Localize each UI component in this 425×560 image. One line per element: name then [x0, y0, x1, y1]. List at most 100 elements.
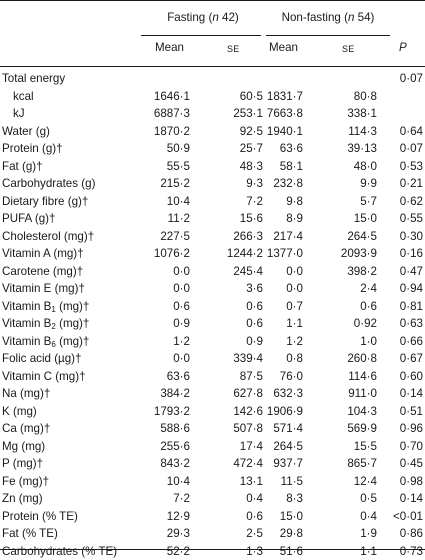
- cell-fasting-se: 627·8: [233, 385, 263, 403]
- cell-nonfasting-se: 114·3: [348, 123, 377, 141]
- row-label: kJ: [13, 105, 25, 123]
- cell-p-value: 0·64: [400, 123, 423, 141]
- cell-p-value: 0·14: [400, 385, 423, 403]
- cell-p-value: 0·86: [400, 525, 423, 543]
- cell-fasting-mean: 1646·1: [154, 88, 190, 106]
- cell-nonfasting-mean: 1940·1: [267, 123, 303, 141]
- cell-nonfasting-se: 1·1: [360, 543, 377, 560]
- row-label: Carotene (mg)†: [2, 263, 83, 281]
- row-label: P (mg)†: [2, 455, 43, 473]
- cell-fasting-mean: 1·2: [173, 333, 190, 351]
- cell-fasting-mean: 29·3: [167, 525, 190, 543]
- cell-p-value: 0·98: [400, 473, 423, 491]
- cell-fasting-mean: 50·9: [167, 140, 190, 158]
- cell-fasting-mean: 843·2: [160, 455, 190, 473]
- cell-nonfasting-mean: 11·5: [281, 473, 303, 491]
- cell-fasting-se: 0·9: [246, 333, 263, 351]
- cell-fasting-mean: 55·5: [167, 158, 190, 176]
- cell-fasting-se: 472·4: [233, 455, 263, 473]
- cell-nonfasting-se: 260·8: [347, 350, 377, 368]
- cell-nonfasting-se: 0·5: [360, 490, 377, 508]
- cell-p-value: 0·62: [400, 193, 423, 211]
- row-label: PUFA (g)†: [2, 210, 55, 228]
- cell-nonfasting-se: 114·6: [348, 368, 377, 386]
- cell-fasting-mean: 0·9: [173, 315, 190, 333]
- cell-nonfasting-se: 2·4: [360, 280, 377, 298]
- header-nonfasting-text: Non-fasting (n 54): [282, 11, 375, 24]
- cell-nonfasting-mean: 264·5: [273, 438, 303, 456]
- cell-nonfasting-se: 911·0: [348, 385, 377, 403]
- cell-fasting-se: 339·4: [233, 350, 263, 368]
- cell-nonfasting-se: 569·9: [347, 420, 377, 438]
- cell-fasting-mean: 63·6: [167, 368, 190, 386]
- nonfasting-group-rule: [266, 35, 390, 36]
- row-label: Folic acid (µg)†: [2, 350, 82, 368]
- cell-fasting-se: 25·7: [240, 140, 263, 158]
- cell-fasting-se: 253·1: [233, 105, 263, 123]
- row-label: Cholesterol (mg)†: [2, 228, 94, 246]
- cell-fasting-se: 245·4: [233, 263, 263, 281]
- cell-p-value: 0·60: [400, 368, 423, 386]
- cell-fasting-mean: 1870·2: [154, 123, 190, 141]
- table-top-rule: [0, 0, 425, 1]
- cell-p-value: 0·14: [400, 490, 423, 508]
- cell-nonfasting-mean: 937·7: [273, 455, 303, 473]
- cell-fasting-se: 60·5: [240, 88, 263, 106]
- cell-nonfasting-se: 1·0: [360, 333, 377, 351]
- cell-fasting-se: 0·6: [246, 315, 263, 333]
- cell-nonfasting-se: 9·9: [360, 175, 377, 193]
- row-label: Fat (g)†: [2, 158, 43, 176]
- cell-p-value: 0·70: [400, 438, 423, 456]
- cell-fasting-se: 13·1: [240, 473, 263, 491]
- cell-fasting-se: 48·3: [240, 158, 263, 176]
- cell-fasting-mean: 52·2: [167, 543, 190, 560]
- cell-fasting-se: 0·6: [246, 298, 263, 316]
- cell-fasting-mean: 227·5: [160, 228, 190, 246]
- cell-nonfasting-se: 15·5: [354, 438, 377, 456]
- cell-nonfasting-mean: 58·1: [280, 158, 303, 176]
- cell-p-value: 0·53: [400, 158, 423, 176]
- cell-fasting-mean: 0·0: [173, 263, 190, 281]
- cell-nonfasting-mean: 8·3: [286, 490, 303, 508]
- row-label: Dietary fibre (g)†: [2, 193, 88, 211]
- cell-nonfasting-mean: 29·8: [280, 525, 303, 543]
- cell-fasting-mean: 588·6: [160, 420, 190, 438]
- cell-nonfasting-se: 2093·9: [341, 245, 377, 263]
- row-label: Water (g): [2, 123, 50, 141]
- row-label: K (mg): [2, 403, 37, 421]
- row-label: Mg (mg): [2, 438, 45, 456]
- cell-nonfasting-mean: 632·3: [273, 385, 303, 403]
- cell-p-value: 0·55: [400, 210, 423, 228]
- cell-nonfasting-se: 1·9: [360, 525, 377, 543]
- cell-fasting-mean: 0·0: [173, 350, 190, 368]
- cell-fasting-se: 3·6: [246, 280, 263, 298]
- cell-nonfasting-mean: 1906·9: [267, 403, 303, 421]
- cell-fasting-se: 87·5: [240, 368, 263, 386]
- cell-nonfasting-se: 338·1: [347, 105, 377, 123]
- cell-fasting-mean: 255·6: [160, 438, 190, 456]
- header-se-fasting: SE: [227, 44, 240, 54]
- cell-p-value: 0·51: [400, 403, 423, 421]
- row-label: Na (mg)†: [2, 385, 50, 403]
- cell-p-value: 0·81: [400, 298, 423, 316]
- cell-fasting-se: 1·3: [246, 543, 263, 560]
- row-label: Fat (% TE): [2, 525, 58, 543]
- row-label: Total energy: [2, 70, 65, 88]
- cell-fasting-mean: 7·2: [173, 490, 190, 508]
- cell-nonfasting-se: 0·4: [360, 508, 377, 526]
- row-label: Fe (mg)†: [2, 473, 49, 491]
